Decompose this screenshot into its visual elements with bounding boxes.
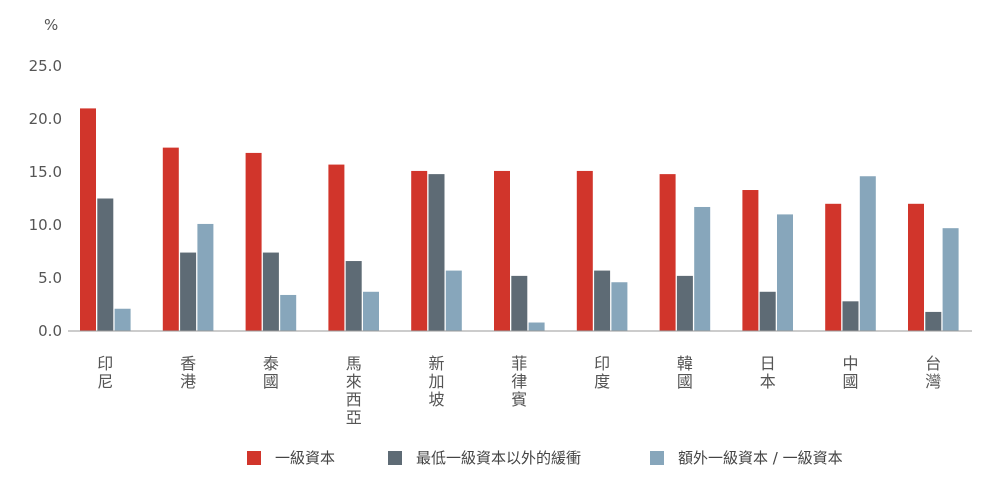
bar-series-1-cat-10 bbox=[925, 311, 942, 331]
legend-label-0: 一級資本 bbox=[275, 449, 335, 467]
y-tick-label: 5.0 bbox=[38, 269, 62, 287]
x-category-label: 韓國 bbox=[677, 354, 693, 391]
x-category-label: 印度 bbox=[594, 354, 610, 391]
bar-series-1-cat-4 bbox=[428, 174, 445, 331]
bar-series-0-cat-1 bbox=[162, 147, 179, 331]
bar-series-0-cat-6 bbox=[576, 170, 593, 331]
bar-series-1-cat-5 bbox=[511, 275, 528, 331]
bars bbox=[80, 108, 959, 332]
bar-series-0-cat-8 bbox=[742, 190, 759, 331]
bar-series-2-cat-9 bbox=[859, 176, 876, 331]
legend-swatch-1 bbox=[388, 451, 402, 465]
x-category-label: 日本 bbox=[760, 354, 776, 391]
y-tick-label: 20.0 bbox=[29, 110, 62, 128]
bar-series-2-cat-2 bbox=[280, 294, 297, 331]
legend-label-2: 額外一級資本 / 一級資本 bbox=[678, 449, 843, 467]
x-category-label: 菲律賓 bbox=[511, 354, 527, 409]
bar-series-1-cat-6 bbox=[594, 270, 611, 331]
y-axis-unit-label: % bbox=[44, 16, 58, 34]
bar-series-0-cat-9 bbox=[825, 203, 842, 331]
bar-series-2-cat-6 bbox=[611, 282, 628, 331]
bar-series-0-cat-4 bbox=[411, 170, 428, 331]
legend: 一級資本 最低一級資本以外的緩衝 額外一級資本 / 一級資本 bbox=[247, 449, 843, 467]
y-axis-ticks: 0.0 5.0 10.0 15.0 20.0 25.0 bbox=[29, 57, 62, 340]
bar-series-2-cat-8 bbox=[777, 214, 793, 331]
bar-series-0-cat-5 bbox=[494, 170, 510, 331]
x-category-label: 台灣 bbox=[925, 354, 941, 391]
legend-label-1: 最低一級資本以外的緩衝 bbox=[416, 449, 581, 467]
bar-series-2-cat-10 bbox=[942, 228, 959, 331]
bar-series-1-cat-7 bbox=[676, 275, 693, 331]
x-category-label: 印尼 bbox=[97, 354, 113, 391]
x-category-label: 中國 bbox=[842, 354, 858, 391]
y-tick-label: 0.0 bbox=[38, 322, 62, 340]
legend-swatch-0 bbox=[247, 451, 261, 465]
bar-series-1-cat-1 bbox=[180, 252, 197, 331]
x-category-label: 香港 bbox=[180, 354, 196, 391]
bar-series-1-cat-3 bbox=[345, 261, 362, 331]
bar-series-0-cat-10 bbox=[908, 203, 924, 331]
y-tick-label: 10.0 bbox=[29, 216, 62, 234]
bar-series-2-cat-3 bbox=[363, 291, 379, 331]
x-category-label: 馬來西亞 bbox=[346, 354, 362, 427]
bar-series-1-cat-2 bbox=[262, 252, 279, 331]
bar-series-2-cat-7 bbox=[694, 206, 711, 331]
bar-series-2-cat-5 bbox=[528, 322, 545, 331]
bar-series-2-cat-4 bbox=[445, 270, 462, 331]
bar-series-0-cat-2 bbox=[245, 152, 262, 331]
bar-series-2-cat-0 bbox=[114, 308, 131, 331]
bar-series-1-cat-0 bbox=[97, 198, 114, 331]
bar-series-0-cat-3 bbox=[328, 164, 345, 331]
bar-series-1-cat-9 bbox=[842, 301, 859, 331]
y-tick-label: 15.0 bbox=[29, 163, 62, 181]
legend-swatch-2 bbox=[650, 451, 664, 465]
bar-series-0-cat-0 bbox=[80, 108, 96, 332]
x-category-label: 新加坡 bbox=[428, 354, 444, 409]
x-axis-category-labels: 印尼 香港 泰國 馬來西亞 新加坡 菲律賓 印度 韓國 日本 中國 台灣 bbox=[97, 354, 941, 427]
bar-series-0-cat-7 bbox=[659, 174, 676, 331]
bar-series-1-cat-8 bbox=[759, 291, 776, 331]
y-tick-label: 25.0 bbox=[29, 57, 62, 75]
bar-series-2-cat-1 bbox=[197, 223, 214, 331]
x-category-label: 泰國 bbox=[263, 354, 279, 391]
